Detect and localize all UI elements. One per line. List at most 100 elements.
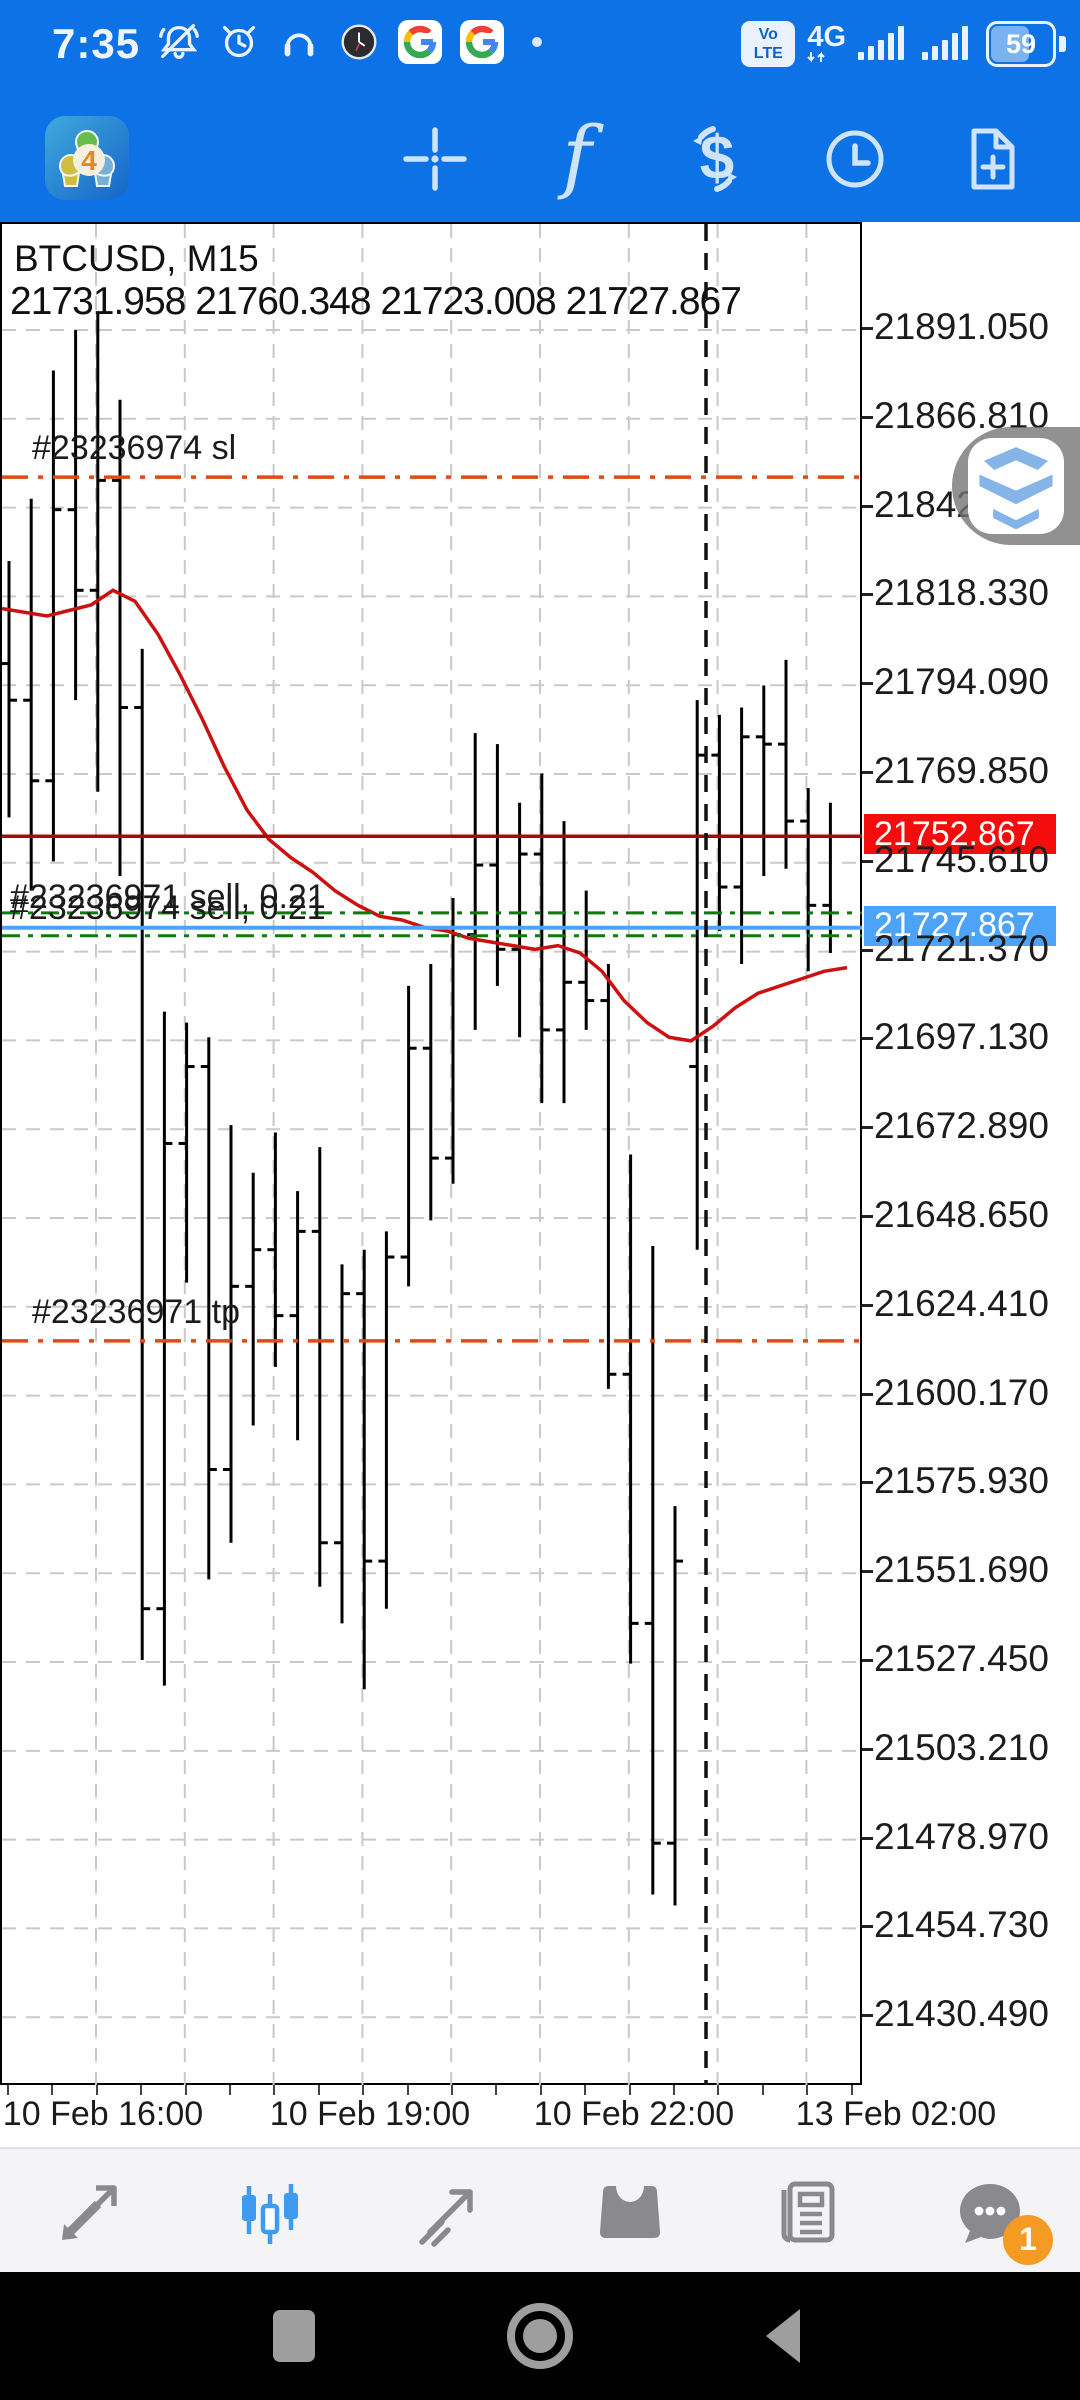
take-profit-label: #23236971 tp — [32, 1292, 240, 1331]
mute-bell-icon — [156, 19, 202, 70]
volte-badge: Vo LTE — [741, 21, 796, 67]
axis-tick — [51, 2085, 54, 2095]
crosshair-icon[interactable] — [390, 114, 480, 204]
axis-tick — [451, 2085, 453, 2095]
axis-tick — [862, 771, 873, 774]
axis-tick — [862, 1747, 873, 1751]
app-toolbar: 4 f $ — [0, 88, 1080, 267]
history-clock-icon[interactable] — [810, 114, 900, 204]
axis-tick — [862, 415, 873, 419]
status-time: 7:35 — [52, 20, 141, 67]
back-icon[interactable] — [742, 2292, 830, 2380]
axis-tick — [806, 2085, 809, 2095]
bid-price-tag: 21727.867 — [864, 905, 1056, 946]
price-tick-label: 21891.050 — [874, 306, 1049, 347]
axis-tick — [273, 2085, 276, 2095]
google-icon — [458, 18, 506, 71]
axis-tick — [317, 2085, 320, 2095]
indicators-f-icon[interactable]: f — [532, 114, 622, 204]
time-tick-label: 10 Feb 16:00 — [2, 2095, 204, 2133]
charts-icon[interactable] — [215, 2157, 325, 2267]
time-tick-label: 10 Feb 19:00 — [269, 2095, 471, 2133]
time-tick-label: 13 Feb 02:00 — [795, 2095, 997, 2133]
price-tick-label: 21769.850 — [874, 750, 1049, 791]
axis-tick — [140, 2085, 143, 2095]
axis-tick — [862, 1659, 873, 1662]
stop-loss-label: #23236974 sl — [32, 429, 237, 468]
price-tick-label: 21624.410 — [874, 1282, 1049, 1324]
mt4-app-logo[interactable]: 4 — [45, 116, 129, 200]
axis-tick — [862, 682, 873, 686]
trade-dollar-icon[interactable]: $ — [670, 114, 760, 204]
battery-indicator: 59 — [986, 21, 1056, 67]
price-tick-label: 21575.930 — [874, 1460, 1049, 1502]
axis-tick — [95, 2085, 98, 2095]
axis-tick — [862, 1037, 873, 1041]
home-icon[interactable] — [496, 2292, 584, 2380]
axis-tick — [7, 2085, 9, 2095]
axis-tick — [862, 1215, 873, 1218]
axis-tick — [406, 2085, 409, 2095]
news-icon[interactable] — [755, 2157, 865, 2267]
axis-tick — [862, 593, 873, 597]
messages-icon[interactable]: 1 — [935, 2157, 1053, 2267]
price-tick-label: 21794.090 — [874, 661, 1049, 703]
axis-tick — [761, 2085, 764, 2095]
svg-text:4: 4 — [81, 145, 97, 176]
sell-position-label: #23236974 sell, 0.21 — [10, 888, 326, 927]
axis-tick — [628, 2085, 631, 2095]
axis-tick — [862, 948, 873, 952]
price-tick-label: 21697.130 — [874, 1016, 1049, 1058]
message-count-badge: 1 — [1003, 2214, 1053, 2265]
history-icon[interactable] — [575, 2157, 685, 2267]
axis-tick — [539, 2085, 542, 2095]
alarm-icon — [216, 19, 262, 70]
price-tick-label: 21721.370 — [874, 927, 1049, 969]
new-order-icon[interactable] — [948, 114, 1038, 204]
time-tick-label: 10 Feb 22:00 — [533, 2095, 735, 2133]
quotes-icon[interactable] — [35, 2157, 145, 2267]
time-axis: 10 Feb 16:00 10 Feb 19:00 10 Feb 22:00 13 F… — [0, 2085, 1080, 2147]
notification-dot-icon — [530, 35, 544, 54]
axis-tick — [495, 2085, 498, 2095]
axis-tick — [862, 1481, 873, 1485]
sell-position-label: #23236971 sell, 0.21 — [10, 877, 326, 916]
chart-symbol-label: BTCUSD, M15 — [14, 238, 259, 279]
network-type-label: 4G — [807, 20, 846, 53]
axis-tick — [862, 327, 873, 330]
floating-widget-logo-icon[interactable] — [968, 438, 1064, 534]
price-tick-label: 21648.650 — [874, 1194, 1049, 1235]
axis-tick — [184, 2085, 187, 2095]
trade-icon[interactable] — [395, 2157, 505, 2267]
signal-bars-icon — [858, 22, 910, 67]
axis-tick — [229, 2085, 231, 2095]
price-tick-label: 21600.170 — [874, 1371, 1049, 1413]
data-arrows-icon — [807, 51, 826, 63]
price-tick-label: 21478.970 — [874, 1815, 1049, 1857]
axis-tick — [862, 1836, 873, 1840]
axis-tick — [862, 859, 873, 863]
chart-container: BTCUSD, M15 21731.958 21760.348 21723.00… — [0, 222, 864, 2087]
price-chart[interactable] — [2, 224, 864, 2087]
google-icon — [396, 18, 444, 71]
price-tick-label: 21818.330 — [874, 572, 1049, 614]
bottom-toolbar: 1 — [0, 2147, 1080, 2274]
axis-tick — [862, 1126, 873, 1130]
axis-tick — [862, 1570, 873, 1574]
axis-tick — [862, 1925, 873, 1929]
floating-widget[interactable] — [952, 427, 1080, 545]
axis-tick — [862, 2014, 873, 2018]
axis-tick — [862, 1392, 873, 1396]
ask-price-tag: 21752.867 — [864, 814, 1056, 855]
recents-icon[interactable] — [250, 2292, 338, 2380]
price-tick-label: 21430.490 — [874, 1993, 1049, 2035]
android-nav-bar — [0, 2272, 1080, 2400]
price-tick-label: 21503.210 — [874, 1726, 1049, 1768]
price-tick-label: 21454.730 — [874, 1904, 1049, 1946]
svg-text:f: f — [557, 114, 604, 202]
chart-ohlc-values: 21731.958 21760.348 21723.008 21727.867 — [10, 280, 742, 323]
axis-tick — [584, 2085, 587, 2095]
clock-app-icon — [336, 19, 382, 70]
price-tick-label: 21527.450 — [874, 1638, 1049, 1679]
